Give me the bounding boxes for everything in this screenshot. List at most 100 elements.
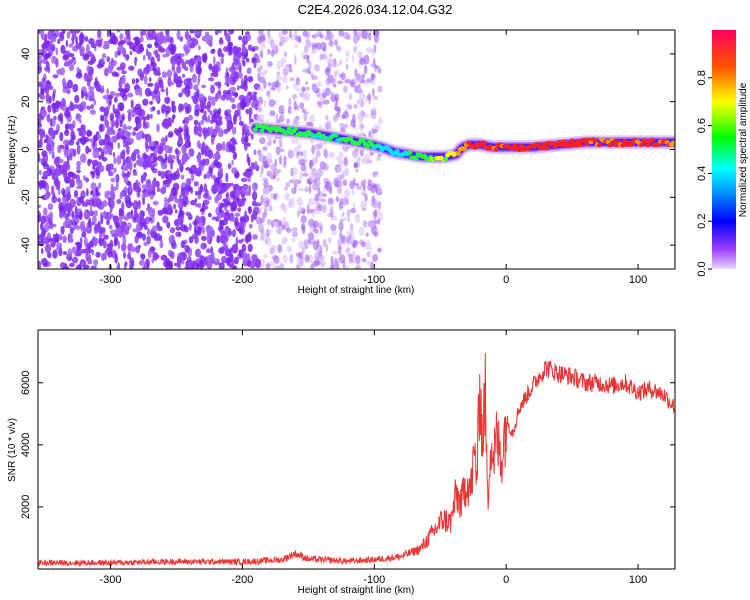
noise-speckle bbox=[234, 188, 240, 198]
noise-speckle bbox=[224, 116, 231, 120]
noise-speckle bbox=[121, 169, 125, 179]
noise-speckle bbox=[127, 92, 134, 98]
noise-speckle bbox=[239, 115, 242, 122]
snr-plot-area bbox=[38, 330, 675, 569]
noise-speckle bbox=[329, 77, 337, 85]
noise-speckle bbox=[273, 218, 279, 223]
noise-speckle bbox=[133, 182, 139, 192]
noise-speckle bbox=[43, 207, 48, 216]
noise-speckle bbox=[156, 155, 164, 162]
signal-track-cell bbox=[559, 142, 565, 148]
noise-speckle bbox=[86, 65, 91, 72]
snr-y-label: SNR (10 * v/v) bbox=[7, 418, 18, 482]
noise-speckle bbox=[111, 71, 119, 77]
noise-speckle bbox=[377, 212, 384, 221]
noise-speckle bbox=[168, 208, 173, 214]
noise-speckle bbox=[208, 239, 212, 245]
noise-speckle bbox=[57, 145, 62, 154]
noise-speckle bbox=[283, 51, 288, 58]
noise-speckle bbox=[286, 85, 289, 90]
noise-speckle bbox=[87, 148, 92, 153]
noise-speckle bbox=[300, 162, 307, 172]
noise-speckle bbox=[71, 256, 79, 264]
noise-speckle bbox=[293, 83, 298, 90]
noise-speckle bbox=[207, 104, 211, 113]
noise-speckle bbox=[109, 163, 114, 171]
noise-speckle bbox=[139, 210, 145, 220]
noise-speckle bbox=[63, 129, 70, 136]
noise-speckle bbox=[331, 250, 339, 255]
noise-speckle bbox=[184, 132, 191, 142]
noise-speckle bbox=[269, 247, 275, 255]
noise-speckle bbox=[372, 171, 379, 176]
noise-speckle bbox=[207, 195, 212, 201]
noise-speckle bbox=[128, 243, 133, 249]
noise-speckle bbox=[313, 220, 319, 229]
signal-track-cell bbox=[394, 149, 400, 154]
noise-speckle bbox=[130, 99, 134, 109]
noise-speckle bbox=[153, 70, 159, 76]
noise-speckle bbox=[206, 171, 211, 179]
noise-speckle bbox=[238, 249, 242, 257]
noise-speckle bbox=[223, 92, 227, 98]
noise-speckle bbox=[51, 149, 55, 160]
noise-speckle bbox=[160, 84, 164, 89]
noise-speckle bbox=[328, 236, 331, 244]
noise-speckle bbox=[186, 126, 189, 135]
noise-speckle bbox=[185, 105, 190, 115]
noise-speckle bbox=[317, 30, 323, 35]
noise-speckle bbox=[169, 192, 175, 202]
signal-track-cell bbox=[512, 143, 518, 148]
noise-speckle bbox=[241, 197, 247, 203]
x-tick-label: -300 bbox=[100, 574, 122, 586]
noise-speckle bbox=[352, 34, 359, 45]
noise-speckle bbox=[110, 35, 116, 45]
signal-track-cell bbox=[544, 145, 550, 151]
noise-speckle bbox=[144, 262, 148, 269]
noise-speckle bbox=[359, 74, 364, 85]
noise-speckle bbox=[308, 208, 315, 214]
noise-speckle bbox=[130, 209, 134, 216]
noise-speckle bbox=[369, 247, 373, 252]
noise-speckle bbox=[116, 155, 122, 165]
noise-speckle bbox=[349, 180, 355, 190]
signal-track-cell bbox=[259, 128, 265, 133]
noise-speckle bbox=[242, 60, 246, 67]
noise-speckle bbox=[333, 177, 339, 188]
noise-speckle bbox=[364, 193, 368, 202]
noise-speckle bbox=[317, 222, 323, 230]
noise-speckle bbox=[361, 241, 366, 248]
signal-track-cell bbox=[592, 138, 598, 143]
noise-speckle bbox=[206, 248, 211, 254]
noise-speckle bbox=[280, 148, 285, 153]
noise-speckle bbox=[368, 32, 372, 41]
noise-speckle bbox=[332, 83, 337, 88]
noise-speckle bbox=[201, 158, 206, 167]
noise-speckle bbox=[90, 265, 97, 269]
signal-track-cell bbox=[466, 140, 472, 146]
noise-speckle bbox=[277, 220, 283, 227]
noise-speckle bbox=[66, 192, 72, 201]
noise-speckle bbox=[363, 114, 370, 118]
colorbar-tick-label: 0.2 bbox=[696, 214, 708, 229]
noise-speckle bbox=[149, 52, 152, 58]
noise-speckle bbox=[342, 169, 349, 176]
noise-speckle bbox=[80, 127, 87, 138]
noise-speckle bbox=[307, 232, 315, 240]
noise-speckle bbox=[134, 206, 138, 216]
noise-speckle bbox=[253, 91, 258, 96]
noise-speckle bbox=[82, 53, 90, 61]
noise-speckle bbox=[118, 127, 121, 132]
noise-speckle bbox=[298, 251, 304, 260]
noise-speckle bbox=[322, 238, 327, 248]
noise-speckle bbox=[184, 45, 191, 54]
noise-speckle bbox=[69, 198, 76, 208]
noise-speckle bbox=[337, 187, 343, 194]
noise-speckle bbox=[277, 244, 283, 253]
noise-speckle bbox=[235, 236, 239, 247]
noise-speckle bbox=[267, 61, 273, 67]
noise-speckle bbox=[375, 185, 378, 193]
noise-speckle bbox=[175, 56, 182, 66]
noise-speckle bbox=[60, 103, 63, 110]
noise-speckle bbox=[89, 109, 96, 115]
